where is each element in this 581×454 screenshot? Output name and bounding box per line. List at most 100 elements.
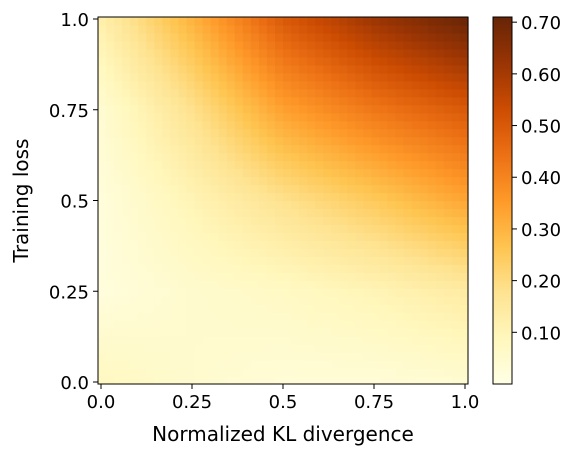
heatmap-cell [226, 328, 236, 337]
heatmap-cell [443, 104, 453, 114]
heatmap-cell [355, 336, 365, 345]
heatmap-cell [331, 296, 340, 305]
heatmap-cell [307, 360, 316, 369]
heatmap-cell [427, 144, 437, 154]
heatmap-cell [307, 224, 316, 234]
heatmap-cell [130, 232, 139, 241]
heatmap-cell [435, 304, 445, 313]
heatmap-cell [379, 368, 389, 377]
heatmap-cell [178, 304, 188, 313]
heatmap-cell [178, 168, 188, 178]
heatmap-cell [435, 120, 445, 130]
heatmap-cell [307, 344, 316, 353]
heatmap-cell [299, 88, 308, 98]
heatmap-cell [459, 120, 469, 130]
colorbar-tick-label: 0.10 [521, 323, 561, 344]
heatmap-cell [186, 168, 196, 178]
heatmap-cell [154, 288, 163, 297]
heatmap-cell [339, 184, 348, 194]
heatmap-cell [266, 344, 276, 353]
heatmap-cell [339, 288, 348, 297]
heatmap-cell [122, 368, 131, 377]
heatmap-cell [347, 248, 356, 257]
heatmap-cell [427, 336, 437, 345]
heatmap-cell [226, 280, 236, 289]
heatmap-cell [186, 208, 196, 218]
heatmap-cell [379, 296, 389, 305]
heatmap-cell [146, 17, 155, 26]
heatmap-cell [234, 200, 244, 210]
heatmap-cell [146, 104, 155, 114]
heatmap-cell [395, 272, 405, 281]
heatmap-cell [274, 112, 284, 122]
heatmap-cell [218, 328, 228, 337]
heatmap-cell [250, 208, 260, 218]
heatmap-cell [274, 80, 284, 90]
heatmap-cell [234, 104, 244, 114]
heatmap-cell [427, 248, 437, 257]
heatmap-cell [451, 88, 461, 98]
heatmap-cell [226, 112, 236, 122]
heatmap-cell [162, 320, 171, 329]
heatmap-cell [170, 56, 180, 66]
heatmap-cell [323, 48, 332, 58]
heatmap-cell [291, 224, 300, 234]
heatmap-cell [186, 344, 196, 353]
heatmap-cell [459, 88, 469, 98]
heatmap-cell [146, 376, 155, 385]
heatmap-cell [274, 72, 284, 82]
heatmap-cell [122, 200, 131, 210]
heatmap-cell [194, 48, 204, 58]
heatmap-cell [443, 184, 453, 194]
heatmap-cell [291, 312, 300, 321]
heatmap-cell [323, 224, 332, 234]
heatmap-cell [371, 120, 381, 130]
heatmap-cell [154, 144, 163, 154]
heatmap-cell [154, 216, 163, 226]
heatmap-cell [106, 288, 115, 297]
heatmap-cell [307, 216, 316, 226]
heatmap-cell [250, 192, 260, 202]
heatmap-cell [114, 208, 123, 218]
heatmap-cell [451, 304, 461, 313]
heatmap-cell [299, 120, 308, 130]
heatmap-cell [299, 136, 308, 146]
heatmap-cell [202, 264, 212, 273]
heatmap-cell [435, 80, 445, 90]
heatmap-cell [234, 368, 244, 377]
heatmap-cell [427, 328, 437, 337]
heatmap-cell [427, 24, 437, 34]
heatmap-cell [299, 208, 308, 218]
heatmap-cell [419, 352, 429, 361]
heatmap-cell [283, 240, 292, 249]
heatmap-cell [307, 120, 316, 130]
heatmap-cell [347, 256, 356, 265]
heatmap-cell [266, 288, 276, 297]
heatmap-cell [387, 240, 397, 249]
heatmap-cell [218, 280, 228, 289]
heatmap-cell [274, 360, 284, 369]
heatmap-cell [379, 80, 389, 90]
heatmap-cell [266, 312, 276, 321]
heatmap-cell [395, 104, 405, 114]
heatmap-cell [162, 232, 171, 241]
heatmap-cell [186, 80, 196, 90]
heatmap-cell [323, 72, 332, 82]
heatmap-cell [130, 104, 139, 114]
heatmap-cell [226, 272, 236, 281]
heatmap-cell [146, 152, 155, 162]
heatmap-cell [106, 120, 115, 130]
heatmap-cell [210, 88, 220, 98]
heatmap-cell [266, 72, 276, 82]
heatmap-cell [339, 200, 348, 210]
heatmap-cell [234, 80, 244, 90]
heatmap-cell [218, 312, 228, 321]
heatmap-cell [266, 360, 276, 369]
heatmap-cell [146, 256, 155, 265]
heatmap-cell [347, 368, 356, 377]
heatmap-cell [106, 376, 115, 385]
heatmap-cell [331, 80, 340, 90]
heatmap-cell [122, 88, 131, 98]
heatmap-cell [114, 224, 123, 234]
heatmap-cell [98, 288, 107, 297]
